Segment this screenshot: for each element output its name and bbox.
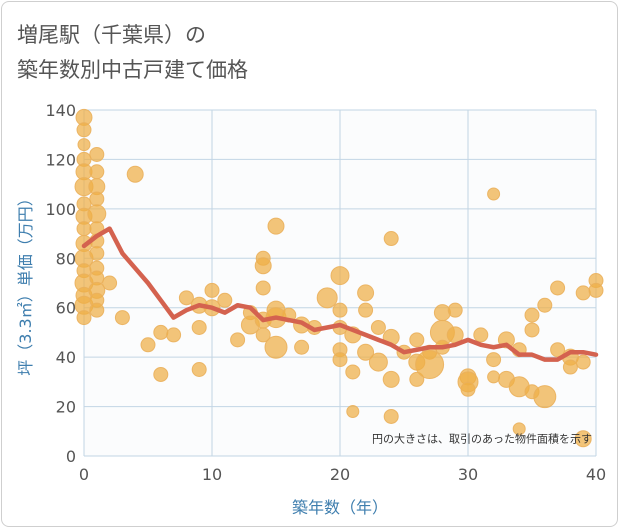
data-bubble	[562, 359, 578, 375]
data-bubble	[537, 297, 553, 313]
y-tick-label: 40	[56, 348, 76, 367]
average-trend-line	[81, 226, 599, 362]
data-bubble	[89, 164, 105, 180]
data-bubble	[126, 165, 144, 183]
data-bubble	[153, 324, 169, 340]
y-tick-label: 80	[56, 249, 76, 268]
data-bubble	[264, 335, 288, 359]
data-bubble	[89, 302, 105, 318]
data-bubble	[89, 146, 105, 162]
data-bubble	[332, 352, 348, 368]
data-bubble	[357, 343, 375, 361]
data-bubble	[368, 352, 388, 372]
data-bubble	[357, 284, 375, 302]
x-tick-label: 10	[202, 465, 222, 484]
chart-title-line-1: 増尾駅（千葉県）の	[17, 23, 206, 47]
y-tick-label: 140	[45, 101, 76, 120]
data-bubble	[89, 191, 105, 207]
data-bubble	[533, 385, 557, 409]
data-bubble	[370, 319, 386, 335]
data-bubble	[254, 257, 272, 275]
y-tick-label: 120	[45, 150, 76, 169]
y-axis-ticks: 0 20 40 60 80 100 120 140	[45, 101, 76, 466]
x-tick-label: 0	[79, 465, 89, 484]
data-bubble	[346, 405, 360, 419]
data-bubble	[76, 122, 92, 138]
data-bubble	[486, 352, 502, 368]
x-tick-label: 20	[330, 465, 350, 484]
y-tick-label: 20	[56, 398, 76, 417]
data-bubble	[316, 287, 338, 309]
data-bubble	[166, 327, 182, 343]
data-bubble	[588, 282, 604, 298]
data-bubble	[409, 371, 425, 387]
data-bubble	[524, 322, 540, 338]
data-bubble	[447, 302, 463, 318]
data-bubble	[460, 381, 476, 397]
chart-title-line-2: 築年数別中古戸建て価格	[17, 58, 248, 82]
data-bubble	[178, 290, 194, 306]
y-tick-label: 100	[45, 200, 76, 219]
data-bubble	[550, 342, 566, 358]
y-tick-label: 60	[56, 299, 76, 318]
x-axis-ticks: 0 10 20 30 40	[79, 465, 606, 484]
data-bubble	[487, 187, 501, 201]
data-bubble	[575, 354, 591, 370]
x-axis-title: 築年数（年）	[292, 498, 388, 517]
data-bubble	[473, 327, 489, 343]
data-bubble	[332, 302, 348, 318]
data-bubble	[382, 370, 400, 388]
data-bubble	[191, 319, 207, 335]
data-bubble	[433, 304, 451, 322]
data-bubble	[89, 245, 105, 261]
data-bubble	[153, 366, 169, 382]
data-bubble	[415, 350, 445, 380]
data-bubble	[574, 430, 592, 448]
data-bubble	[230, 332, 246, 348]
data-bubble	[487, 370, 501, 384]
x-tick-label: 30	[458, 465, 478, 484]
data-bubble	[409, 332, 425, 348]
data-bubble	[524, 307, 540, 323]
y-axis-title: 坪（3.3㎡）単価（万円）	[16, 190, 35, 375]
data-bubble	[267, 217, 285, 235]
data-bubble	[358, 302, 374, 318]
trend-line-group	[81, 226, 599, 362]
chart-title: 増尾駅（千葉県）の 築年数別中古戸建て価格	[17, 18, 248, 88]
data-bubble	[191, 362, 207, 377]
data-bubble	[217, 292, 233, 308]
data-bubble	[77, 138, 91, 152]
data-bubble	[383, 231, 399, 247]
x-tick-label: 40	[586, 465, 606, 484]
data-bubble	[512, 422, 526, 436]
data-bubble	[102, 275, 118, 291]
data-bubble	[345, 364, 361, 380]
data-bubble	[550, 280, 566, 296]
data-bubble	[87, 204, 107, 224]
data-bubble	[76, 310, 92, 326]
bubble-size-note: 円の大きさは、取引のあった物件面積を示す	[372, 432, 592, 446]
data-bubble	[114, 310, 130, 326]
data-bubble	[330, 266, 350, 286]
bubble-series	[74, 108, 604, 448]
data-bubble	[76, 221, 92, 237]
data-bubble	[383, 408, 399, 424]
data-bubble	[255, 327, 271, 343]
y-tick-label: 0	[66, 447, 76, 466]
data-bubble	[204, 282, 220, 298]
data-bubble	[140, 337, 156, 353]
data-bubble	[294, 339, 310, 355]
data-bubble	[575, 285, 591, 301]
data-bubble	[255, 280, 271, 296]
